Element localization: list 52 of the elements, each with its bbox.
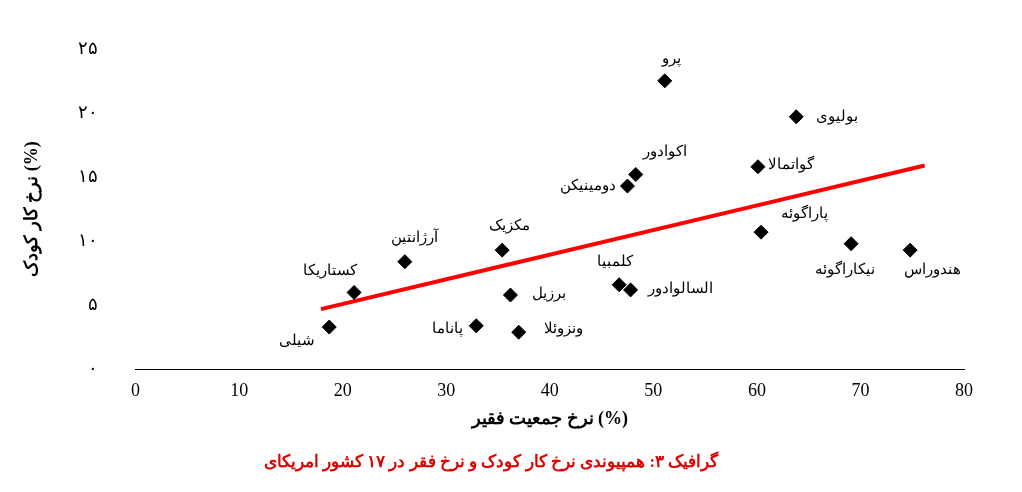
x-tick-label: 0 [131,379,141,400]
y-tick-label: ۲۰ [77,101,98,122]
point [657,73,673,89]
annotation: آرژانتین [391,227,440,246]
x-tick-label: 80 [955,379,973,400]
x-tick-label: 60 [747,379,766,400]
annotation: پاناما [431,319,463,337]
x-tick-label: 40 [540,379,559,400]
annotation: اکوادور [641,143,687,161]
point [902,242,918,258]
point [628,166,644,182]
annotation: بولیوی [816,107,859,125]
x-axis-title: نرخ جمعیت فقیر (%) [469,408,629,430]
text: گرافیک ۳: همپیوندی نرخ کار کودک و نرخ فقر در ۱۷ کشور امریکای [263,451,720,473]
x-tick-label: 70 [851,379,870,400]
annotation: پرو [661,49,682,67]
y-tick-label: ۰ [87,358,98,379]
point [623,282,639,298]
y-tick-label: ۱۵ [77,165,98,186]
annotation: شیلی [279,332,316,349]
annotation: السالوادور [647,279,714,297]
point [346,284,362,300]
x-tick-label: 20 [333,379,352,400]
point [619,178,635,194]
point [502,287,518,303]
annotation: ونزوئلا [544,320,584,338]
annotation: گواتمالا [767,154,815,173]
y-tick-label: ۱۰ [77,229,98,250]
point [397,254,413,270]
annotation: پاراگوئه [780,204,828,223]
point [494,242,510,258]
annotation: برزیل [532,284,567,302]
point [468,318,484,334]
annotation: کستاریکا [303,262,359,280]
point [843,236,859,252]
point [611,277,627,293]
point [750,159,766,175]
point [788,109,804,125]
annotation: دومینیکن [560,176,617,194]
y-axis-title: نرخ کار کودک (%) [21,141,43,277]
annotation: مکزیک [488,217,530,235]
x-tick-label: 50 [644,379,663,400]
point [753,224,769,240]
point [321,319,337,335]
x-tick-label: 10 [230,379,249,400]
y-tick-label: ۵ [87,294,98,315]
y-tick-label: ۲۵ [77,37,98,58]
x-tick-label: 30 [437,379,456,400]
annotation: نیکاراگوئه [815,259,876,278]
point [511,324,527,340]
annotation: کلمبیا [597,252,635,269]
annotation: هندوراس [903,261,961,279]
